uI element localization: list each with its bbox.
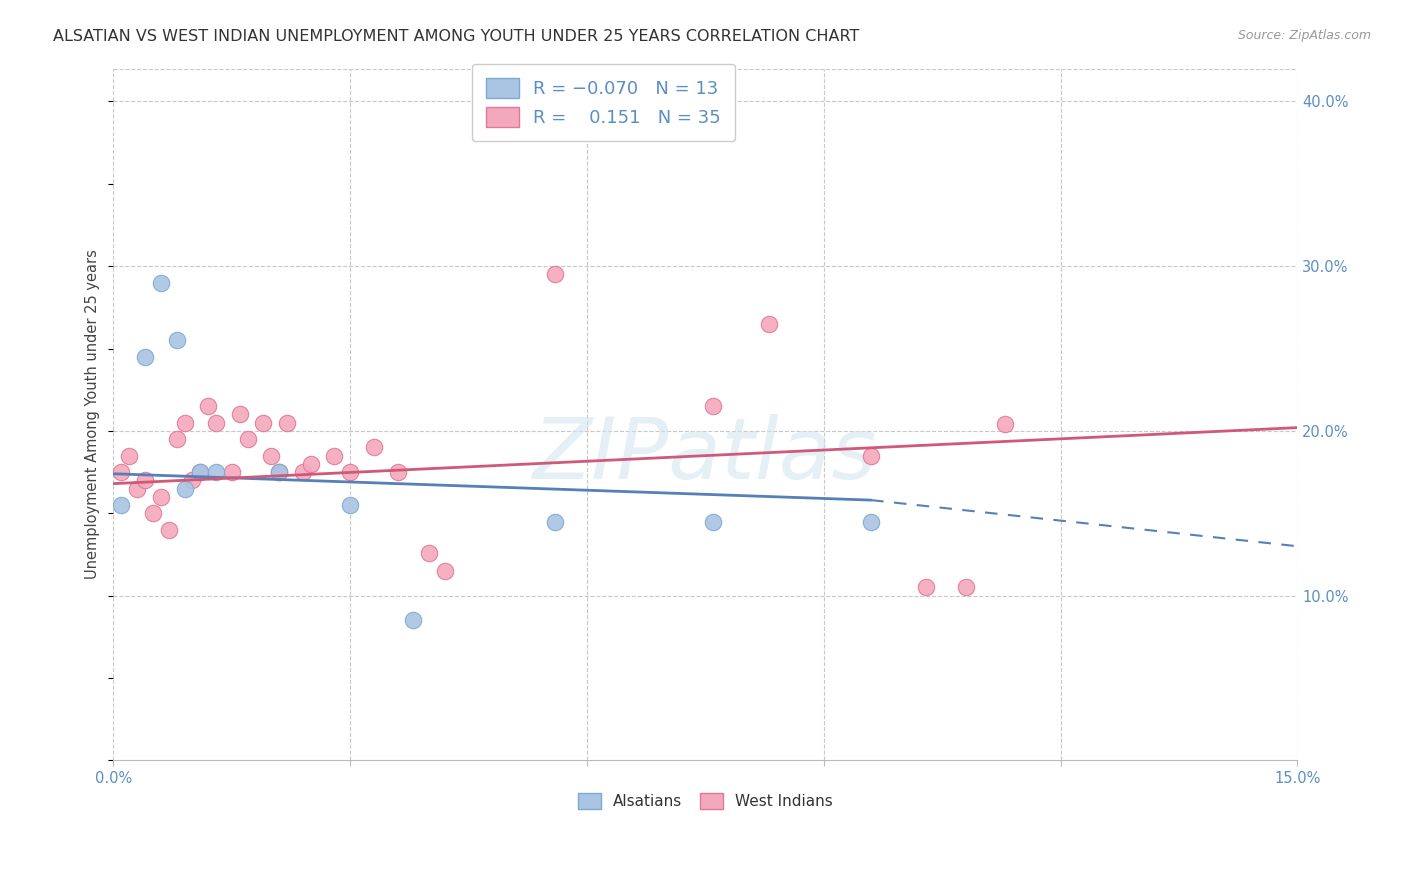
Point bbox=[260, 449, 283, 463]
Point bbox=[860, 449, 883, 463]
Point bbox=[702, 515, 724, 529]
Text: ALSATIAN VS WEST INDIAN UNEMPLOYMENT AMONG YOUTH UNDER 25 YEARS CORRELATION CHAR: ALSATIAN VS WEST INDIAN UNEMPLOYMENT AMO… bbox=[53, 29, 860, 44]
Point bbox=[252, 416, 274, 430]
Point bbox=[166, 432, 188, 446]
Point bbox=[229, 408, 252, 422]
Point bbox=[339, 498, 361, 512]
Point bbox=[127, 482, 149, 496]
Point bbox=[387, 465, 409, 479]
Point bbox=[291, 465, 314, 479]
Point bbox=[188, 465, 211, 479]
Point bbox=[544, 515, 567, 529]
Point bbox=[149, 276, 172, 290]
Point bbox=[205, 465, 228, 479]
Point bbox=[221, 465, 243, 479]
Point bbox=[363, 441, 385, 455]
Point bbox=[188, 465, 211, 479]
Point bbox=[142, 506, 165, 520]
Point bbox=[157, 523, 180, 537]
Point bbox=[544, 268, 567, 282]
Point bbox=[418, 546, 440, 560]
Point bbox=[433, 564, 456, 578]
Point bbox=[181, 474, 204, 488]
Point bbox=[236, 432, 259, 446]
Point bbox=[402, 613, 425, 627]
Point bbox=[149, 490, 172, 504]
Point bbox=[994, 417, 1017, 432]
Point bbox=[339, 465, 361, 479]
Point bbox=[269, 465, 291, 479]
Point bbox=[110, 498, 132, 512]
Point bbox=[860, 515, 883, 529]
Legend: Alsatians, West Indians: Alsatians, West Indians bbox=[571, 787, 839, 815]
Point bbox=[955, 581, 977, 595]
Text: ZIPatlas: ZIPatlas bbox=[533, 415, 877, 498]
Point bbox=[134, 350, 156, 364]
Point bbox=[915, 581, 938, 595]
Point bbox=[269, 465, 291, 479]
Y-axis label: Unemployment Among Youth under 25 years: Unemployment Among Youth under 25 years bbox=[86, 250, 100, 580]
Point bbox=[758, 317, 780, 331]
Point bbox=[323, 449, 346, 463]
Point bbox=[173, 482, 195, 496]
Point bbox=[276, 416, 298, 430]
Point bbox=[173, 416, 195, 430]
Point bbox=[197, 399, 219, 413]
Point bbox=[299, 457, 322, 471]
Point bbox=[134, 474, 156, 488]
Point bbox=[110, 465, 132, 479]
Point bbox=[118, 449, 141, 463]
Point bbox=[702, 399, 724, 413]
Text: Source: ZipAtlas.com: Source: ZipAtlas.com bbox=[1237, 29, 1371, 42]
Point bbox=[166, 334, 188, 348]
Point bbox=[205, 416, 228, 430]
